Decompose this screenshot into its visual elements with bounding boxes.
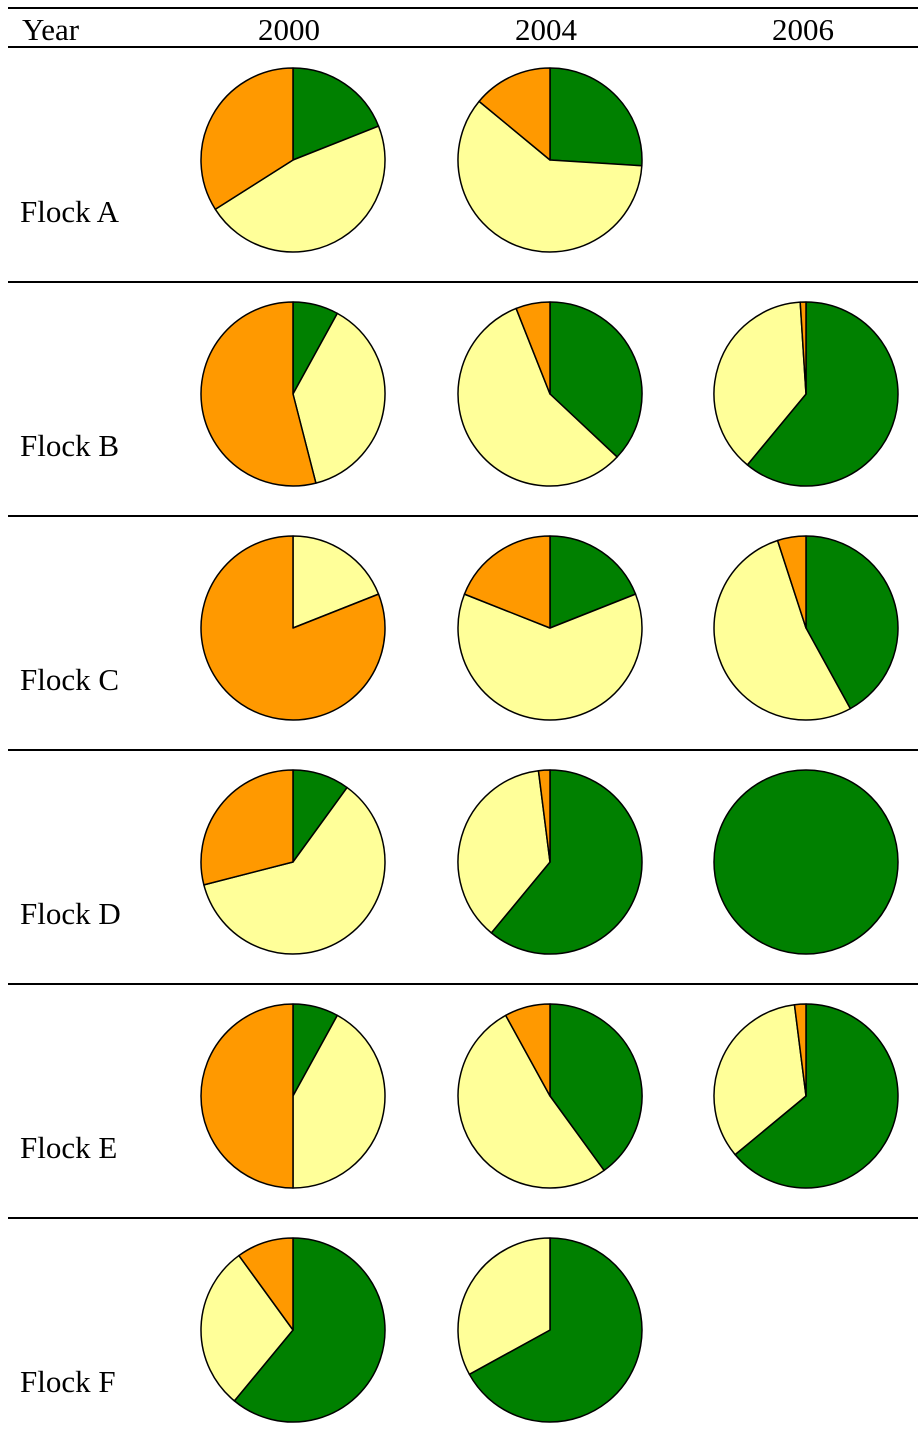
pie-slice-pale-yellow: [713, 301, 807, 466]
row-label-flock-b: Flock B: [20, 428, 120, 463]
pie-slice-pale-yellow: [214, 125, 386, 253]
row-label-flock-a: Flock A: [20, 194, 120, 229]
pie-slice-orange: [200, 769, 294, 886]
row-rule: [8, 983, 918, 985]
pie-slice-green: [233, 1237, 386, 1423]
pie-flock-f-2004: [457, 1237, 643, 1423]
column-header-2000: 2000: [258, 12, 320, 47]
column-header-2004: 2004: [515, 12, 577, 47]
row-rule: [8, 1217, 918, 1219]
pie-slice-pale-yellow: [457, 1237, 551, 1376]
pie-slice-pale-yellow: [292, 1014, 386, 1189]
pie-flock-f-2000: [200, 1237, 386, 1423]
pie-slice-pale-yellow: [292, 312, 386, 484]
row-label-flock-c: Flock C: [20, 662, 120, 697]
pie-flock-d-2000: [200, 769, 386, 955]
pie-slice-orange: [238, 1237, 294, 1331]
pie-slice-pale-yellow: [457, 100, 643, 253]
pie-flock-c-2004: [457, 535, 643, 721]
pie-flock-a-2000: [200, 67, 386, 253]
pie-slice-pale-yellow: [203, 786, 386, 955]
year-header: Year: [22, 12, 80, 47]
pie-slice-orange: [200, 67, 294, 211]
pie-slice-orange: [200, 301, 317, 487]
pie-slice-green: [549, 301, 643, 458]
pie-flock-c-2000: [200, 535, 386, 721]
row-label-flock-d: Flock D: [20, 896, 121, 931]
pie-slice-orange: [504, 1003, 551, 1097]
pie-flock-b-2006: [713, 301, 899, 487]
pie-slice-orange: [776, 535, 807, 629]
pie-slice-pale-yellow: [292, 535, 380, 629]
pie-slice-pale-yellow: [457, 1014, 605, 1189]
pie-slice-orange: [200, 1003, 294, 1189]
row-rule: [8, 281, 918, 283]
pie-slice-orange: [463, 535, 551, 629]
pie-slice-orange: [793, 1003, 807, 1097]
pie-slice-orange: [515, 301, 551, 395]
column-header-2006: 2006: [772, 12, 834, 47]
pie-flock-b-2000: [200, 301, 386, 487]
pie-flock-e-2006: [713, 1003, 899, 1189]
table-top-rule: [8, 7, 918, 9]
header-rule: [8, 46, 918, 48]
pie-flock-a-2004: [457, 67, 643, 253]
pie-slice-orange: [799, 301, 807, 395]
pie-slice-orange: [478, 67, 551, 161]
pie-slice-pale-yellow: [457, 769, 551, 934]
row-rule: [8, 749, 918, 751]
pie-slice-pale-yellow: [457, 593, 643, 721]
row-rule: [8, 515, 918, 517]
pie-flock-d-2004: [457, 769, 643, 955]
pie-slice-green: [734, 1003, 899, 1189]
pie-slice-pale-yellow: [200, 1254, 294, 1402]
pie-slice-green: [292, 67, 380, 161]
pie-slice-green: [549, 67, 643, 167]
pie-flock-e-2004: [457, 1003, 643, 1189]
row-label-flock-e: Flock E: [20, 1130, 118, 1165]
pie-slice-green: [468, 1237, 643, 1423]
pie-slice-orange: [200, 535, 386, 721]
pie-slice-green: [746, 301, 899, 487]
pie-slice-green: [805, 535, 899, 710]
pie-flock-c-2006: [713, 535, 899, 721]
pie-slice-green: [713, 769, 899, 955]
pie-flock-d-2006: [713, 769, 899, 955]
pie-slice-green: [549, 535, 637, 629]
pie-slice-pale-yellow: [713, 1003, 807, 1156]
pie-slice-pale-yellow: [457, 307, 618, 487]
pie-flock-b-2004: [457, 301, 643, 487]
pie-slice-orange: [537, 769, 551, 863]
pie-slice-green: [549, 1003, 643, 1172]
row-label-flock-f: Flock F: [20, 1364, 116, 1399]
pie-slice-green: [490, 769, 643, 955]
pie-slice-pale-yellow: [713, 539, 852, 721]
pie-flock-e-2000: [200, 1003, 386, 1189]
